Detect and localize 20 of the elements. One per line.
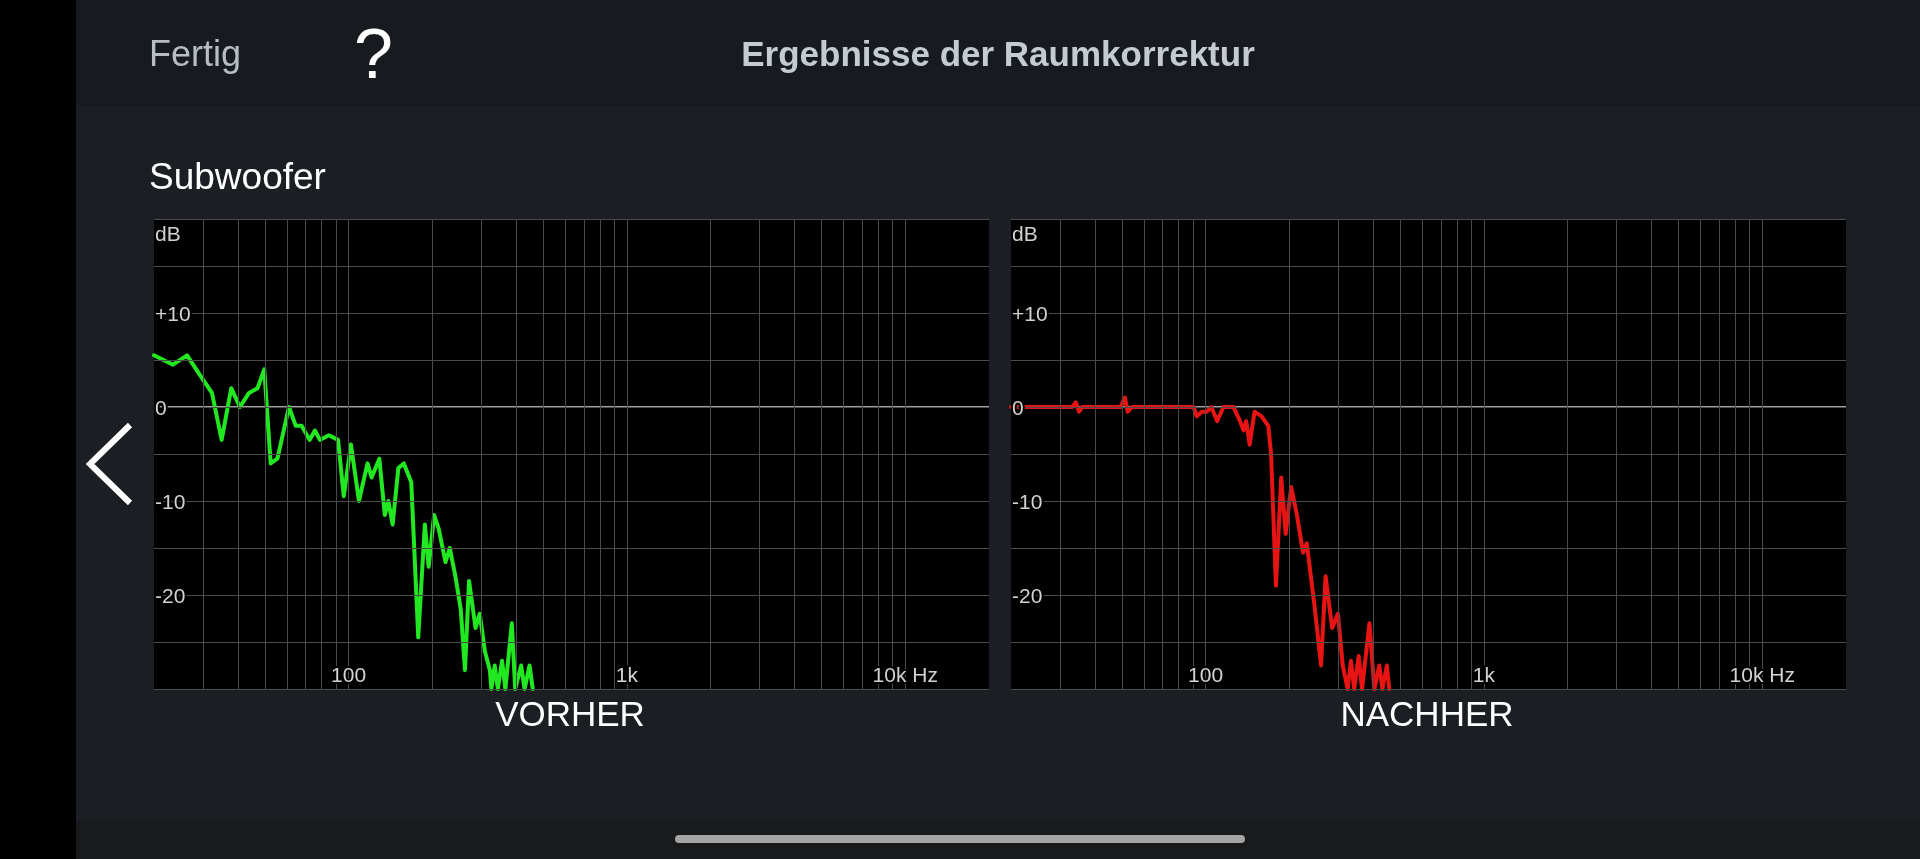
y-axis-title: dB <box>155 222 181 245</box>
text: VORHER <box>495 694 645 733</box>
x-tick-label: 10k Hz <box>872 663 938 686</box>
text: Fertig <box>149 33 242 75</box>
x-tick-label: 100 <box>331 663 367 686</box>
y-tick-label: +10 <box>155 301 191 325</box>
y-tick-label: -10 <box>155 489 186 513</box>
x-tick-label: 1k <box>615 663 639 686</box>
text: Ergebnisse der Raumkorrektur <box>741 34 1255 73</box>
y-tick-label: +10 <box>1012 301 1048 325</box>
x-tick-label: 10k Hz <box>1729 663 1795 686</box>
y-tick-label: -10 <box>1012 489 1043 513</box>
text: ? <box>354 14 393 94</box>
y-tick-label: -20 <box>1012 583 1043 607</box>
y-tick-label: -20 <box>155 583 186 607</box>
x-tick-label: 1k <box>1472 663 1496 686</box>
text: NACHHER <box>1340 694 1514 733</box>
y-axis-title: dB <box>1012 222 1038 245</box>
x-tick-label: 100 <box>1188 663 1224 686</box>
text: Subwoofer <box>149 155 326 199</box>
